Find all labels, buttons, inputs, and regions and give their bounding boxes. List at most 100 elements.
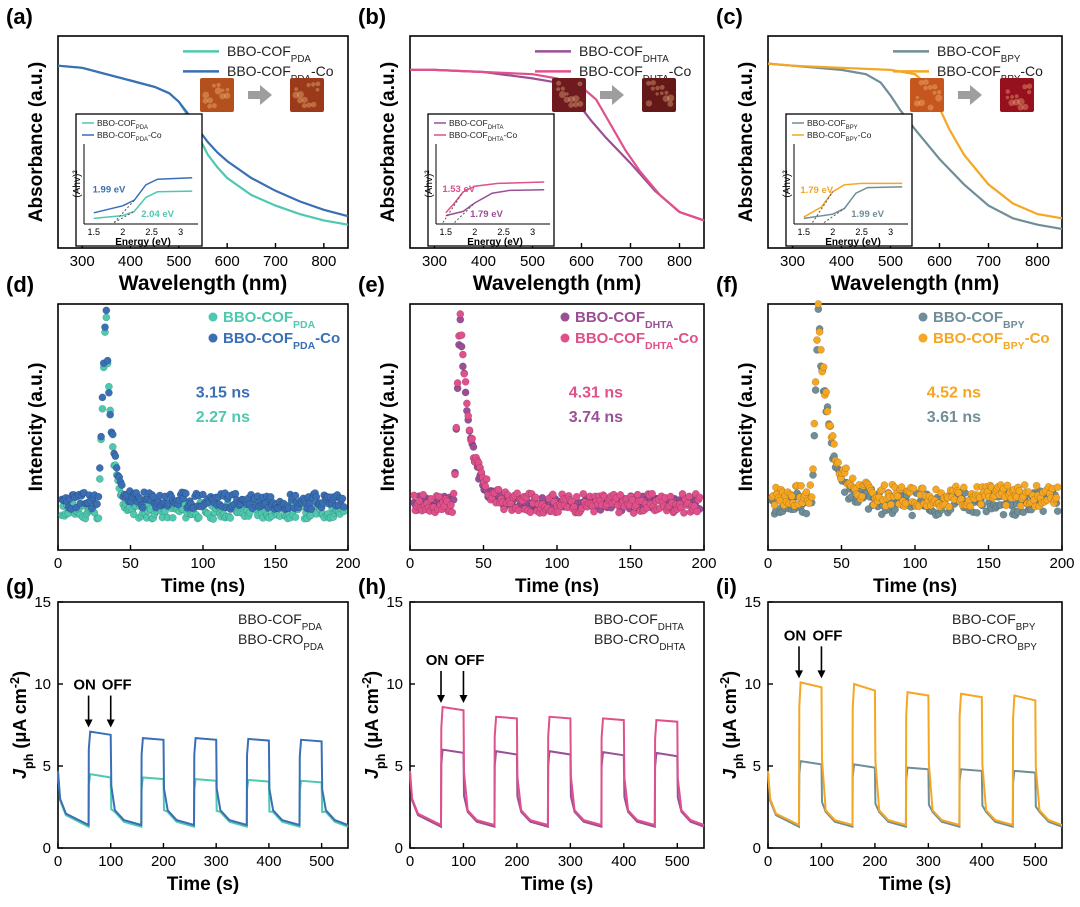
data-point bbox=[468, 434, 477, 443]
data-point bbox=[893, 492, 902, 501]
data-point bbox=[469, 443, 478, 451]
x-tick-label: 400 bbox=[471, 253, 496, 270]
data-point bbox=[118, 481, 126, 489]
data-point bbox=[810, 419, 819, 428]
legend-entry: BBO-COFBPY bbox=[937, 43, 1021, 65]
photo-texture bbox=[936, 90, 942, 95]
sample-photo bbox=[910, 78, 944, 112]
photo-texture bbox=[311, 82, 316, 87]
data-point bbox=[482, 475, 491, 483]
data-point bbox=[805, 499, 813, 508]
y-tick-label: 15 bbox=[744, 594, 761, 611]
inset-series-line bbox=[803, 182, 903, 218]
chart-panel-f: 0 50 100 150 200 Time (ns) Intencity (a.u.) (f)… bbox=[716, 272, 1075, 597]
data-point bbox=[452, 423, 461, 432]
photo-texture bbox=[219, 93, 226, 100]
data-point bbox=[464, 412, 473, 420]
inset-y-label: (Ahv)² bbox=[782, 170, 793, 198]
data-point bbox=[973, 508, 981, 517]
photo-texture bbox=[1026, 90, 1032, 95]
inset-tick-label: 2.5 bbox=[855, 227, 868, 237]
x-tick-label: 600 bbox=[215, 253, 240, 270]
x-tick-label: 600 bbox=[927, 253, 952, 270]
lifetime-label: 3.61 ns bbox=[927, 409, 981, 426]
photo-texture bbox=[211, 103, 217, 109]
legend-entry: BBO-COFBPY-Co bbox=[933, 330, 1050, 352]
photo-texture bbox=[913, 100, 921, 107]
photo-texture bbox=[664, 90, 669, 95]
x-tick-label: 600 bbox=[569, 253, 594, 270]
sample-photo bbox=[1000, 78, 1034, 112]
inset-tangent bbox=[113, 199, 135, 223]
x-tick-label: 100 bbox=[98, 853, 123, 870]
sample-photo bbox=[200, 78, 234, 112]
x-tick-label: 100 bbox=[544, 555, 569, 572]
x-tick-label: 300 bbox=[916, 853, 941, 870]
on-label: ON bbox=[426, 652, 449, 669]
data-point bbox=[209, 515, 218, 523]
sample-photo bbox=[552, 78, 586, 112]
legend-entry: BBO-COFPDA bbox=[223, 309, 316, 331]
y-tick-label: 5 bbox=[43, 758, 51, 775]
photo-texture bbox=[207, 103, 213, 109]
data-point bbox=[797, 481, 805, 490]
data-point bbox=[339, 503, 348, 511]
chart-panel-b: 300 400 500 600 700 800 Wavelength (nm) Absorba… bbox=[358, 4, 705, 295]
legend-entry: BBO-COFBPY bbox=[933, 309, 1025, 331]
data-point bbox=[685, 492, 694, 501]
photo-texture bbox=[918, 99, 925, 107]
photo-texture bbox=[563, 96, 570, 103]
y-tick-label: 5 bbox=[395, 758, 403, 775]
series-line bbox=[410, 68, 705, 222]
series-line bbox=[409, 705, 705, 827]
x-axis-label: Time (s) bbox=[879, 874, 952, 895]
plot-frame bbox=[767, 601, 1063, 849]
data-point bbox=[802, 488, 811, 496]
x-tick-label: 700 bbox=[618, 253, 643, 270]
data-point bbox=[815, 328, 824, 336]
data-point bbox=[94, 492, 103, 501]
inset-series-line bbox=[445, 181, 545, 214]
series-line bbox=[57, 772, 349, 829]
x-tick-label: 700 bbox=[263, 253, 288, 270]
data-point bbox=[460, 369, 469, 378]
photo-texture bbox=[225, 87, 230, 92]
data-point bbox=[918, 484, 927, 493]
data-point bbox=[307, 505, 316, 514]
data-point bbox=[415, 497, 424, 505]
data-point bbox=[481, 482, 490, 491]
photo-texture bbox=[915, 95, 920, 100]
chart-panel-d: 0 50 100 150 200 Time (ns) Intencity (a.u.) (d)… bbox=[6, 272, 361, 597]
x-tick-label: 50 bbox=[475, 555, 492, 572]
inset-y-label: (Ahv)² bbox=[424, 170, 435, 198]
inset-series-line bbox=[445, 188, 545, 217]
inset-tick-label: 2 bbox=[472, 227, 477, 237]
inset-tick-label: 3 bbox=[530, 227, 535, 237]
y-axis-label: Absorbance (a.u.) bbox=[736, 62, 757, 222]
x-tick-label: 300 bbox=[204, 853, 229, 870]
photo-texture bbox=[1005, 95, 1010, 100]
photo-texture bbox=[294, 87, 299, 92]
panel-letter: (g) bbox=[6, 574, 34, 599]
plot-frame bbox=[57, 35, 349, 249]
x-tick-label: 0 bbox=[406, 853, 414, 870]
arrow-down-icon bbox=[106, 719, 115, 728]
data-point bbox=[95, 464, 104, 472]
data-point bbox=[590, 507, 598, 516]
inset-tick-label: 3 bbox=[178, 227, 183, 237]
off-label: OFF bbox=[102, 677, 132, 694]
series-line bbox=[57, 730, 349, 827]
legend-marker bbox=[208, 312, 218, 322]
data-point bbox=[105, 388, 113, 397]
inset-x-label: Energy (eV) bbox=[115, 237, 171, 248]
inset-tick-label: 2 bbox=[120, 227, 125, 237]
photo-texture bbox=[211, 83, 216, 88]
data-point bbox=[848, 474, 857, 483]
band-gap-label: 1.99 eV bbox=[851, 209, 884, 220]
data-point bbox=[811, 386, 820, 394]
data-point bbox=[806, 481, 815, 489]
panel-letter: (f) bbox=[716, 272, 738, 297]
data-point bbox=[500, 505, 508, 514]
panel-letter: (c) bbox=[716, 4, 743, 29]
data-point bbox=[830, 440, 838, 448]
